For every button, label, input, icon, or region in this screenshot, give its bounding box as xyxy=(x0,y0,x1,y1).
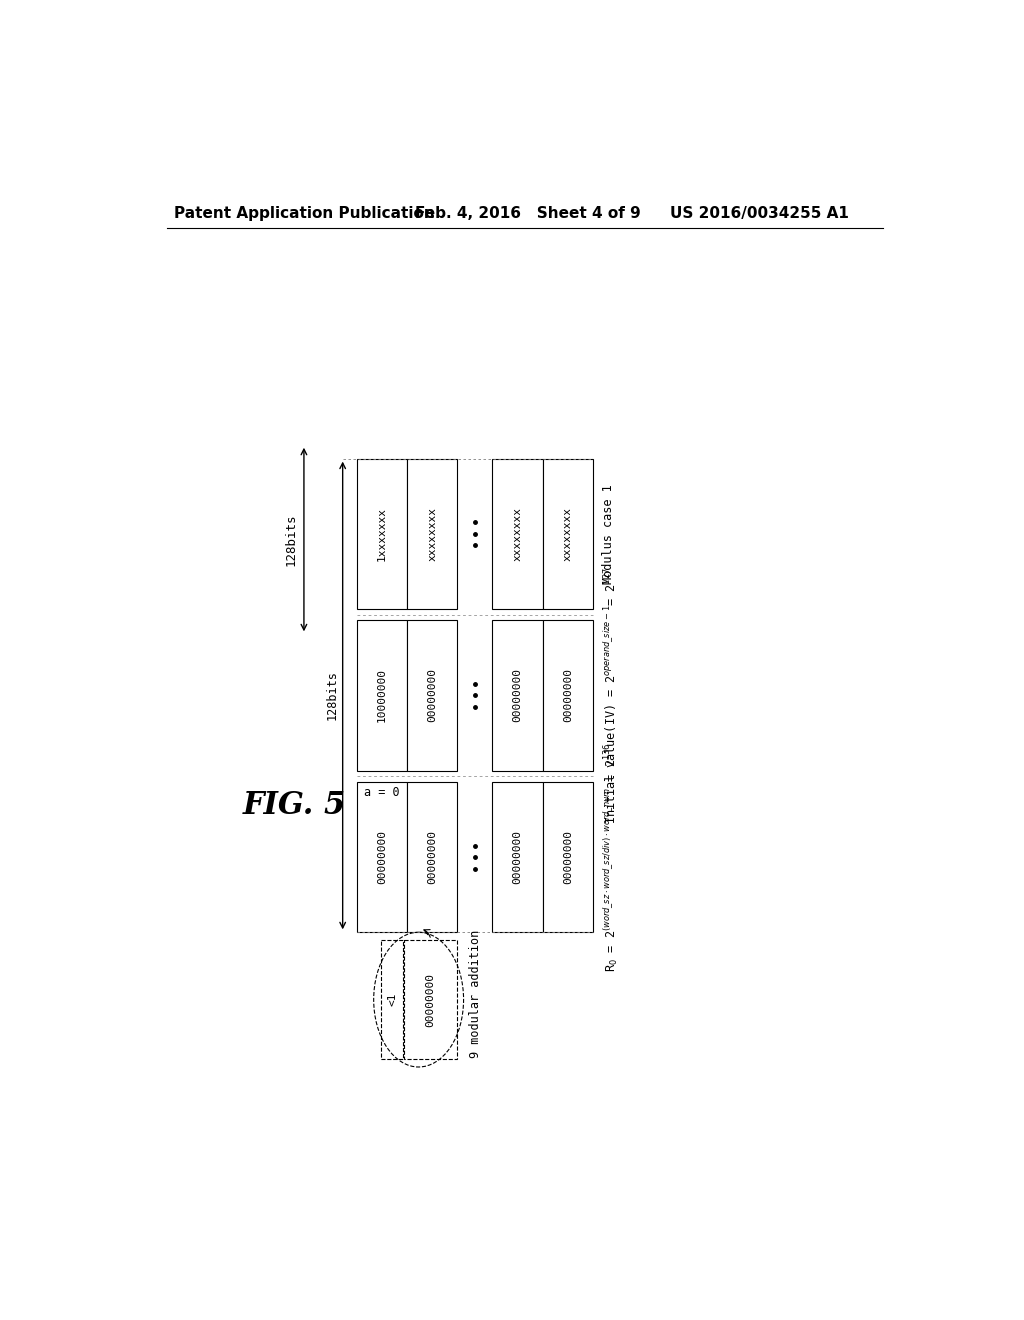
Text: 00000000: 00000000 xyxy=(512,830,522,884)
Bar xyxy=(403,940,457,1059)
Text: 00000000: 00000000 xyxy=(427,830,437,884)
Text: 00000000: 00000000 xyxy=(425,973,435,1027)
Text: xxxxxxxx: xxxxxxxx xyxy=(563,507,572,561)
Bar xyxy=(407,620,458,771)
Text: 10000000: 10000000 xyxy=(377,668,387,722)
Bar xyxy=(543,459,593,609)
Text: 128bits: 128bits xyxy=(285,513,298,566)
Bar xyxy=(356,620,407,771)
Bar xyxy=(356,459,407,609)
Text: 9 modular addition: 9 modular addition xyxy=(469,929,482,1057)
Text: xxxxxxxx: xxxxxxxx xyxy=(512,507,522,561)
Bar xyxy=(543,620,593,771)
Text: 00000000: 00000000 xyxy=(563,830,572,884)
Text: 128bits: 128bits xyxy=(326,671,339,721)
Text: Feb. 4, 2016   Sheet 4 of 9: Feb. 4, 2016 Sheet 4 of 9 xyxy=(415,206,640,222)
Bar xyxy=(381,940,403,1059)
Text: 00000000: 00000000 xyxy=(563,668,572,722)
Text: <1: <1 xyxy=(387,993,397,1006)
Text: a = 0: a = 0 xyxy=(364,785,399,799)
Bar xyxy=(493,459,543,609)
Text: R$_0$ = 2$^{(word\_sz\cdot word\_sz/div)\cdot word\_num}$ = 2$^{136}$: R$_0$ = 2$^{(word\_sz\cdot word\_sz/div)… xyxy=(602,742,621,972)
Bar xyxy=(407,459,458,609)
Text: US 2016/0034255 A1: US 2016/0034255 A1 xyxy=(671,206,849,222)
Text: 00000000: 00000000 xyxy=(377,830,387,884)
Text: Patent Application Publication: Patent Application Publication xyxy=(174,206,435,222)
Text: FIG. 5: FIG. 5 xyxy=(243,789,346,821)
Text: Initial value(IV) = 2$^{operand\_size-1}$= 2$^{127}$: Initial value(IV) = 2$^{operand\_size-1}… xyxy=(602,568,620,824)
Text: 00000000: 00000000 xyxy=(427,668,437,722)
Text: Modulus case 1: Modulus case 1 xyxy=(602,484,615,583)
Bar xyxy=(493,620,543,771)
Bar xyxy=(407,781,458,932)
Text: 00000000: 00000000 xyxy=(512,668,522,722)
Bar xyxy=(493,781,543,932)
Bar xyxy=(543,781,593,932)
Bar xyxy=(356,781,407,932)
Text: xxxxxxxx: xxxxxxxx xyxy=(427,507,437,561)
Text: 1xxxxxxx: 1xxxxxxx xyxy=(377,507,387,561)
